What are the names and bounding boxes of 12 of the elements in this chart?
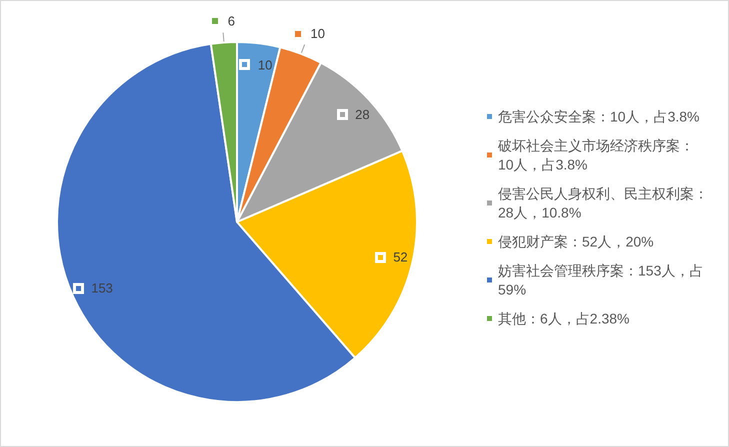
legend-label: 侵犯财产案：52人，20%: [498, 234, 654, 250]
legend-label: 破坏社会主义市场经济秩序案：10人，占3.8%: [497, 138, 694, 172]
data-label: 28: [355, 106, 370, 122]
data-label: 10: [310, 26, 325, 42]
legend-label: 妨害社会管理秩序案：153人，占59%: [498, 262, 704, 298]
data-label: 10: [258, 57, 272, 72]
data-label: 153: [91, 280, 113, 296]
legend-label: 其他：6人，占2.38%: [498, 310, 630, 326]
legend-label: 侵害公民人身权利、民主权利案：28人，10.8%: [498, 186, 708, 220]
data-label: 6: [228, 13, 235, 28]
data-label: 52: [393, 250, 408, 265]
legend-label: 危害公众安全案：10人，占3.8%: [498, 108, 700, 124]
